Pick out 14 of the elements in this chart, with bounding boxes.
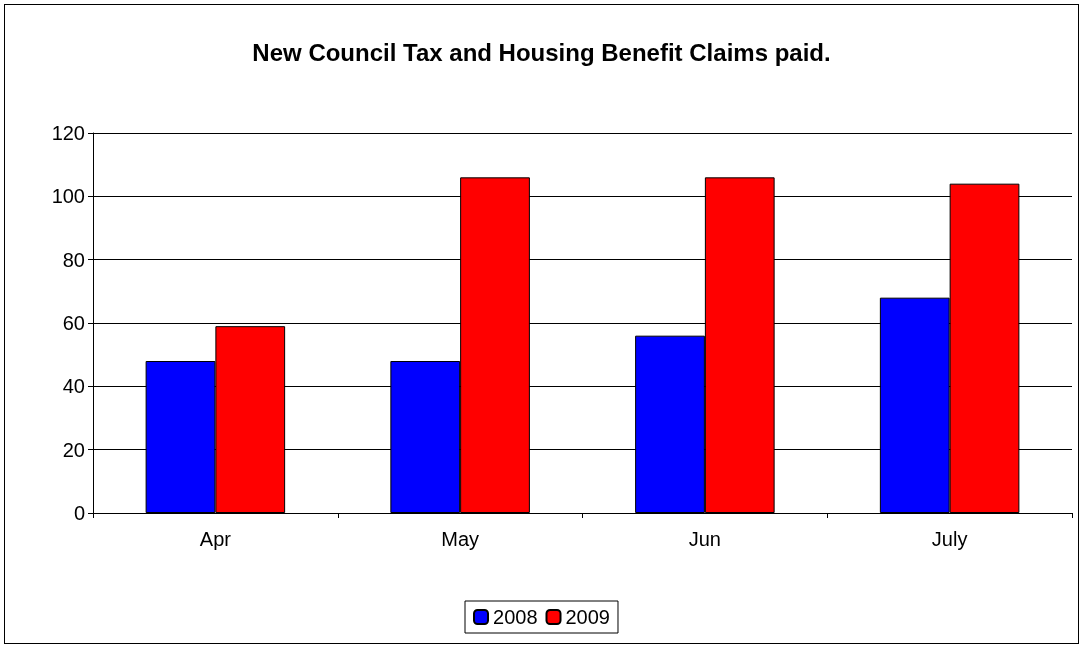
legend-label: 2008 xyxy=(493,606,538,628)
y-tick-label: 60 xyxy=(62,312,85,334)
x-tick-label: May xyxy=(441,528,480,550)
y-tick-label: 80 xyxy=(62,248,85,271)
x-tick-label: Apr xyxy=(199,528,232,550)
y-tick-label: 40 xyxy=(62,375,85,398)
legend-label: 2009 xyxy=(565,606,610,628)
y-tick-label: 100 xyxy=(51,185,85,208)
x-tick-label: Jun xyxy=(688,528,721,550)
y-tick-label: 20 xyxy=(62,438,85,461)
y-tick-label: 0 xyxy=(73,502,85,524)
x-tick-label: July xyxy=(931,528,968,550)
y-tick-label: 120 xyxy=(51,122,85,144)
chart-title: New Council Tax and Housing Benefit Claims paid. xyxy=(252,38,831,66)
